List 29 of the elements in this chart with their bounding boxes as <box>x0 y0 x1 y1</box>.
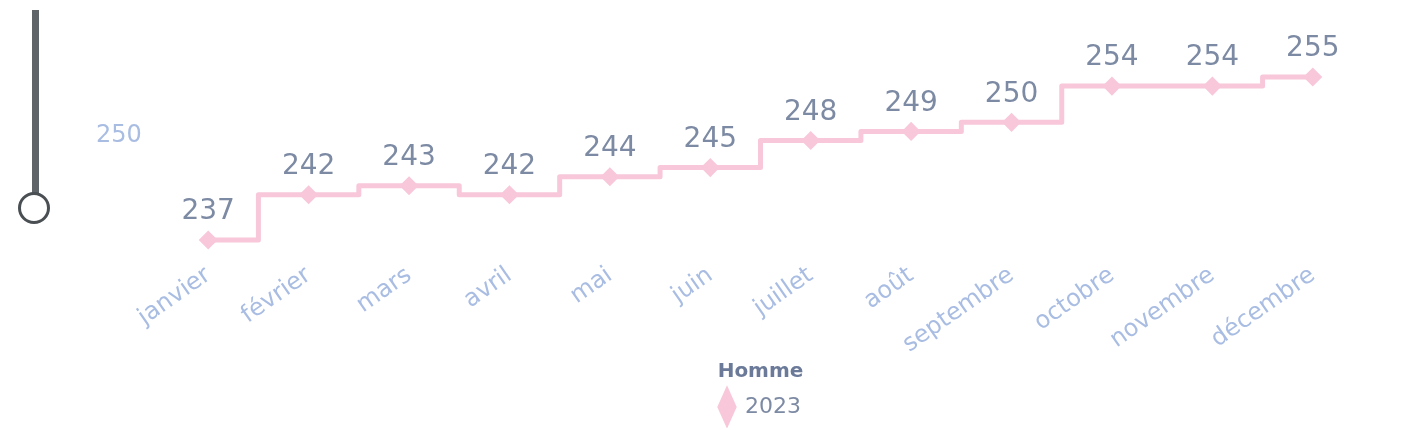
text: 250 <box>96 120 142 148</box>
data-label: 250 <box>984 75 1039 109</box>
data-label: 243 <box>382 139 436 173</box>
point <box>500 186 518 204</box>
data-label: 254 <box>1085 39 1139 73</box>
point <box>1103 77 1121 95</box>
point <box>400 177 418 195</box>
point <box>199 231 217 249</box>
data-label: 254 <box>1185 39 1240 73</box>
data-label: 255 <box>1286 30 1340 64</box>
data-label: 242 <box>281 148 336 182</box>
data-label: 237 <box>181 193 235 227</box>
data-label: 245 <box>683 120 738 154</box>
data-label: 248 <box>783 93 838 127</box>
point <box>1304 68 1322 86</box>
x-tick-label: juin <box>664 260 718 309</box>
point <box>902 122 920 140</box>
legend-title: Homme <box>717 358 804 383</box>
point <box>1203 77 1221 95</box>
legend-label: 2023 <box>745 392 802 418</box>
data-label: 249 <box>884 84 938 118</box>
point <box>601 168 619 186</box>
point <box>300 186 318 204</box>
point <box>701 159 719 177</box>
point <box>802 131 820 149</box>
data-label: 244 <box>583 129 637 163</box>
data-label: 242 <box>482 148 537 182</box>
point <box>1003 113 1021 131</box>
x-tick-label: mai <box>564 260 617 309</box>
